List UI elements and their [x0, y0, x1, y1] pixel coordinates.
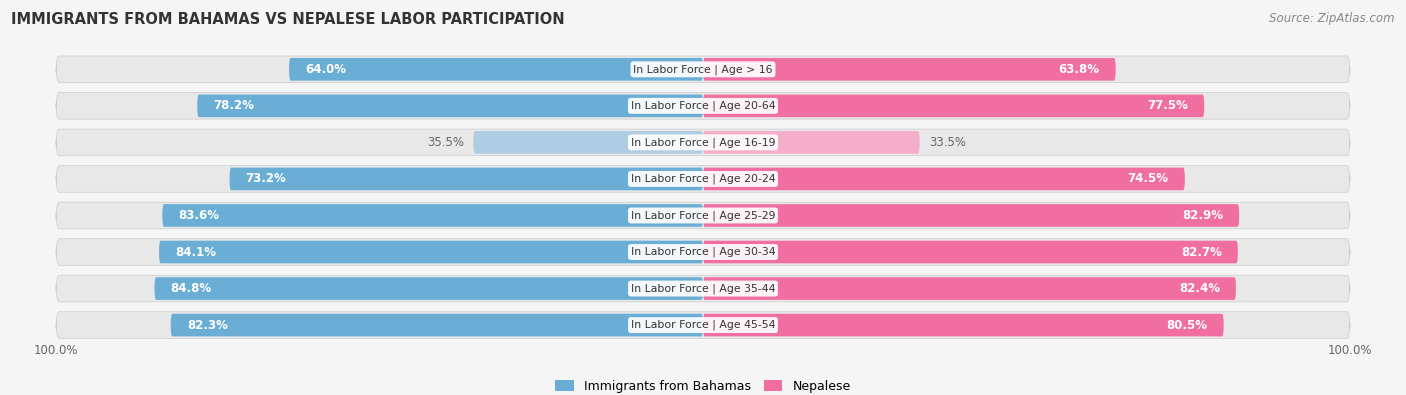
Text: 82.7%: 82.7%	[1181, 246, 1222, 258]
Text: In Labor Force | Age 25-29: In Labor Force | Age 25-29	[631, 210, 775, 221]
Text: 77.5%: 77.5%	[1147, 100, 1188, 112]
FancyBboxPatch shape	[703, 131, 920, 154]
FancyBboxPatch shape	[703, 314, 1223, 337]
FancyBboxPatch shape	[56, 92, 1350, 119]
FancyBboxPatch shape	[703, 58, 1115, 81]
Text: 78.2%: 78.2%	[214, 100, 254, 112]
FancyBboxPatch shape	[155, 277, 703, 300]
FancyBboxPatch shape	[56, 56, 1350, 83]
FancyBboxPatch shape	[703, 167, 1185, 190]
Text: 83.6%: 83.6%	[179, 209, 219, 222]
Text: In Labor Force | Age 20-24: In Labor Force | Age 20-24	[631, 174, 775, 184]
FancyBboxPatch shape	[56, 202, 1350, 229]
FancyBboxPatch shape	[56, 275, 1350, 302]
FancyBboxPatch shape	[56, 129, 1350, 156]
Text: 73.2%: 73.2%	[246, 173, 287, 185]
Text: 35.5%: 35.5%	[426, 136, 464, 149]
Text: 82.3%: 82.3%	[187, 319, 228, 331]
Legend: Immigrants from Bahamas, Nepalese: Immigrants from Bahamas, Nepalese	[550, 375, 856, 395]
Text: In Labor Force | Age 16-19: In Labor Force | Age 16-19	[631, 137, 775, 148]
Text: IMMIGRANTS FROM BAHAMAS VS NEPALESE LABOR PARTICIPATION: IMMIGRANTS FROM BAHAMAS VS NEPALESE LABO…	[11, 12, 565, 27]
Text: Source: ZipAtlas.com: Source: ZipAtlas.com	[1270, 12, 1395, 25]
FancyBboxPatch shape	[703, 277, 1236, 300]
FancyBboxPatch shape	[703, 241, 1237, 263]
FancyBboxPatch shape	[474, 131, 703, 154]
FancyBboxPatch shape	[159, 241, 703, 263]
FancyBboxPatch shape	[56, 312, 1350, 339]
Text: In Labor Force | Age > 16: In Labor Force | Age > 16	[633, 64, 773, 75]
FancyBboxPatch shape	[170, 314, 703, 337]
Text: In Labor Force | Age 35-44: In Labor Force | Age 35-44	[631, 283, 775, 294]
Text: 64.0%: 64.0%	[305, 63, 346, 76]
FancyBboxPatch shape	[703, 94, 1204, 117]
Text: 80.5%: 80.5%	[1167, 319, 1208, 331]
FancyBboxPatch shape	[56, 239, 1350, 265]
FancyBboxPatch shape	[290, 58, 703, 81]
Text: In Labor Force | Age 45-54: In Labor Force | Age 45-54	[631, 320, 775, 330]
Text: 82.4%: 82.4%	[1178, 282, 1220, 295]
Text: In Labor Force | Age 30-34: In Labor Force | Age 30-34	[631, 247, 775, 257]
FancyBboxPatch shape	[703, 204, 1239, 227]
FancyBboxPatch shape	[197, 94, 703, 117]
FancyBboxPatch shape	[229, 167, 703, 190]
FancyBboxPatch shape	[56, 166, 1350, 192]
Text: In Labor Force | Age 20-64: In Labor Force | Age 20-64	[631, 101, 775, 111]
Text: 82.9%: 82.9%	[1182, 209, 1223, 222]
Text: 33.5%: 33.5%	[929, 136, 966, 149]
Text: 63.8%: 63.8%	[1059, 63, 1099, 76]
FancyBboxPatch shape	[162, 204, 703, 227]
Text: 74.5%: 74.5%	[1128, 173, 1168, 185]
Text: 84.8%: 84.8%	[170, 282, 212, 295]
Text: 84.1%: 84.1%	[176, 246, 217, 258]
